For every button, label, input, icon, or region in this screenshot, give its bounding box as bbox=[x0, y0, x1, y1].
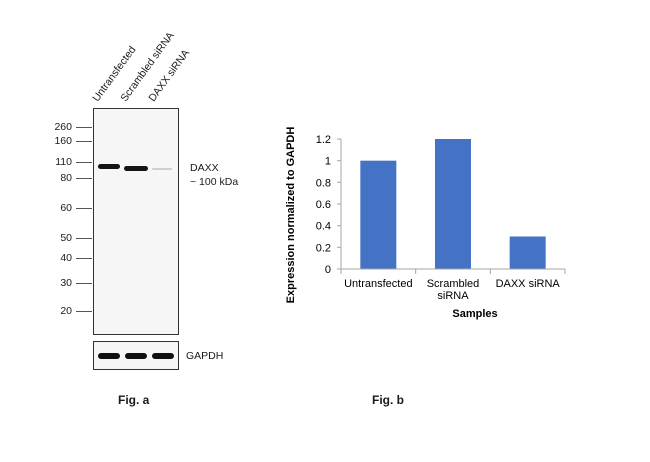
daxx-target-label: DAXX bbox=[190, 162, 219, 174]
mw-tick bbox=[76, 162, 92, 163]
daxx-band-untransfected bbox=[98, 164, 120, 169]
mw-marker-80: 80 bbox=[60, 172, 72, 184]
gapdh-blot-panel bbox=[93, 341, 179, 370]
daxx-size-label: ~ 100 kDa bbox=[190, 176, 239, 188]
y-tick-label: 0.6 bbox=[316, 199, 331, 211]
gapdh-band-scrambled bbox=[125, 353, 147, 359]
mw-marker-60: 60 bbox=[60, 202, 72, 214]
mw-tick bbox=[76, 208, 92, 209]
mw-marker-110: 110 bbox=[55, 156, 72, 168]
mw-tick bbox=[76, 258, 92, 259]
x-axis-label: Samples bbox=[452, 308, 497, 320]
bar bbox=[360, 160, 397, 269]
fig-a-caption: Fig. a bbox=[118, 393, 150, 407]
gapdh-band-untransfected bbox=[98, 353, 120, 359]
mw-marker-20: 20 bbox=[60, 305, 72, 317]
y-tick-label: 0 bbox=[325, 264, 331, 276]
x-tick-label: DAXX siRNA bbox=[496, 278, 561, 290]
y-tick-label: 0.4 bbox=[316, 221, 331, 233]
y-tick-label: 0.2 bbox=[316, 242, 331, 254]
bar bbox=[509, 236, 546, 269]
mw-marker-40: 40 bbox=[60, 252, 72, 264]
daxx-band-daxx-sirna bbox=[152, 168, 172, 170]
daxx-blot-panel bbox=[93, 108, 179, 335]
mw-marker-50: 50 bbox=[60, 232, 72, 244]
y-tick-label: 0.8 bbox=[316, 177, 331, 189]
daxx-band-scrambled bbox=[124, 166, 148, 171]
mw-tick bbox=[76, 178, 92, 179]
mw-tick bbox=[76, 311, 92, 312]
y-axis-label: Expression normalized to GAPDH bbox=[285, 127, 297, 304]
mw-marker-160: 160 bbox=[54, 135, 72, 147]
x-tick-label: Scrambled siRNA bbox=[427, 278, 480, 302]
gapdh-label: GAPDH bbox=[186, 350, 224, 362]
y-tick-label: 1 bbox=[325, 156, 331, 168]
fig-b-caption: Fig. b bbox=[372, 393, 404, 407]
gapdh-band-daxx-sirna bbox=[152, 353, 174, 359]
mw-marker-30: 30 bbox=[60, 277, 72, 289]
bar bbox=[435, 139, 471, 269]
y-tick-label: 1.2 bbox=[316, 134, 331, 146]
mw-tick bbox=[76, 238, 92, 239]
mw-marker-260: 260 bbox=[54, 121, 72, 133]
mw-tick bbox=[76, 141, 92, 142]
x-tick-label: Untransfected bbox=[344, 278, 412, 290]
mw-tick bbox=[76, 127, 92, 128]
mw-tick bbox=[76, 283, 92, 284]
